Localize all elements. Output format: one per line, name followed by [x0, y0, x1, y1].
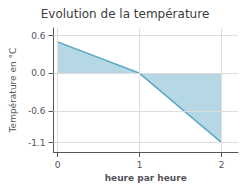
svg-text:heure par heure: heure par heure [105, 173, 187, 183]
svg-text:1: 1 [137, 160, 143, 170]
svg-text:2: 2 [219, 160, 225, 170]
svg-text:-1.1: -1.1 [28, 138, 46, 148]
svg-text:Température en °C: Température en °C [8, 48, 18, 134]
svg-text:0: 0 [55, 160, 61, 170]
svg-text:0.0: 0.0 [31, 68, 46, 78]
svg-text:0.6: 0.6 [31, 31, 46, 41]
svg-text:Evolution de la température: Evolution de la température [41, 7, 210, 21]
svg-text:-0.6: -0.6 [28, 106, 46, 116]
